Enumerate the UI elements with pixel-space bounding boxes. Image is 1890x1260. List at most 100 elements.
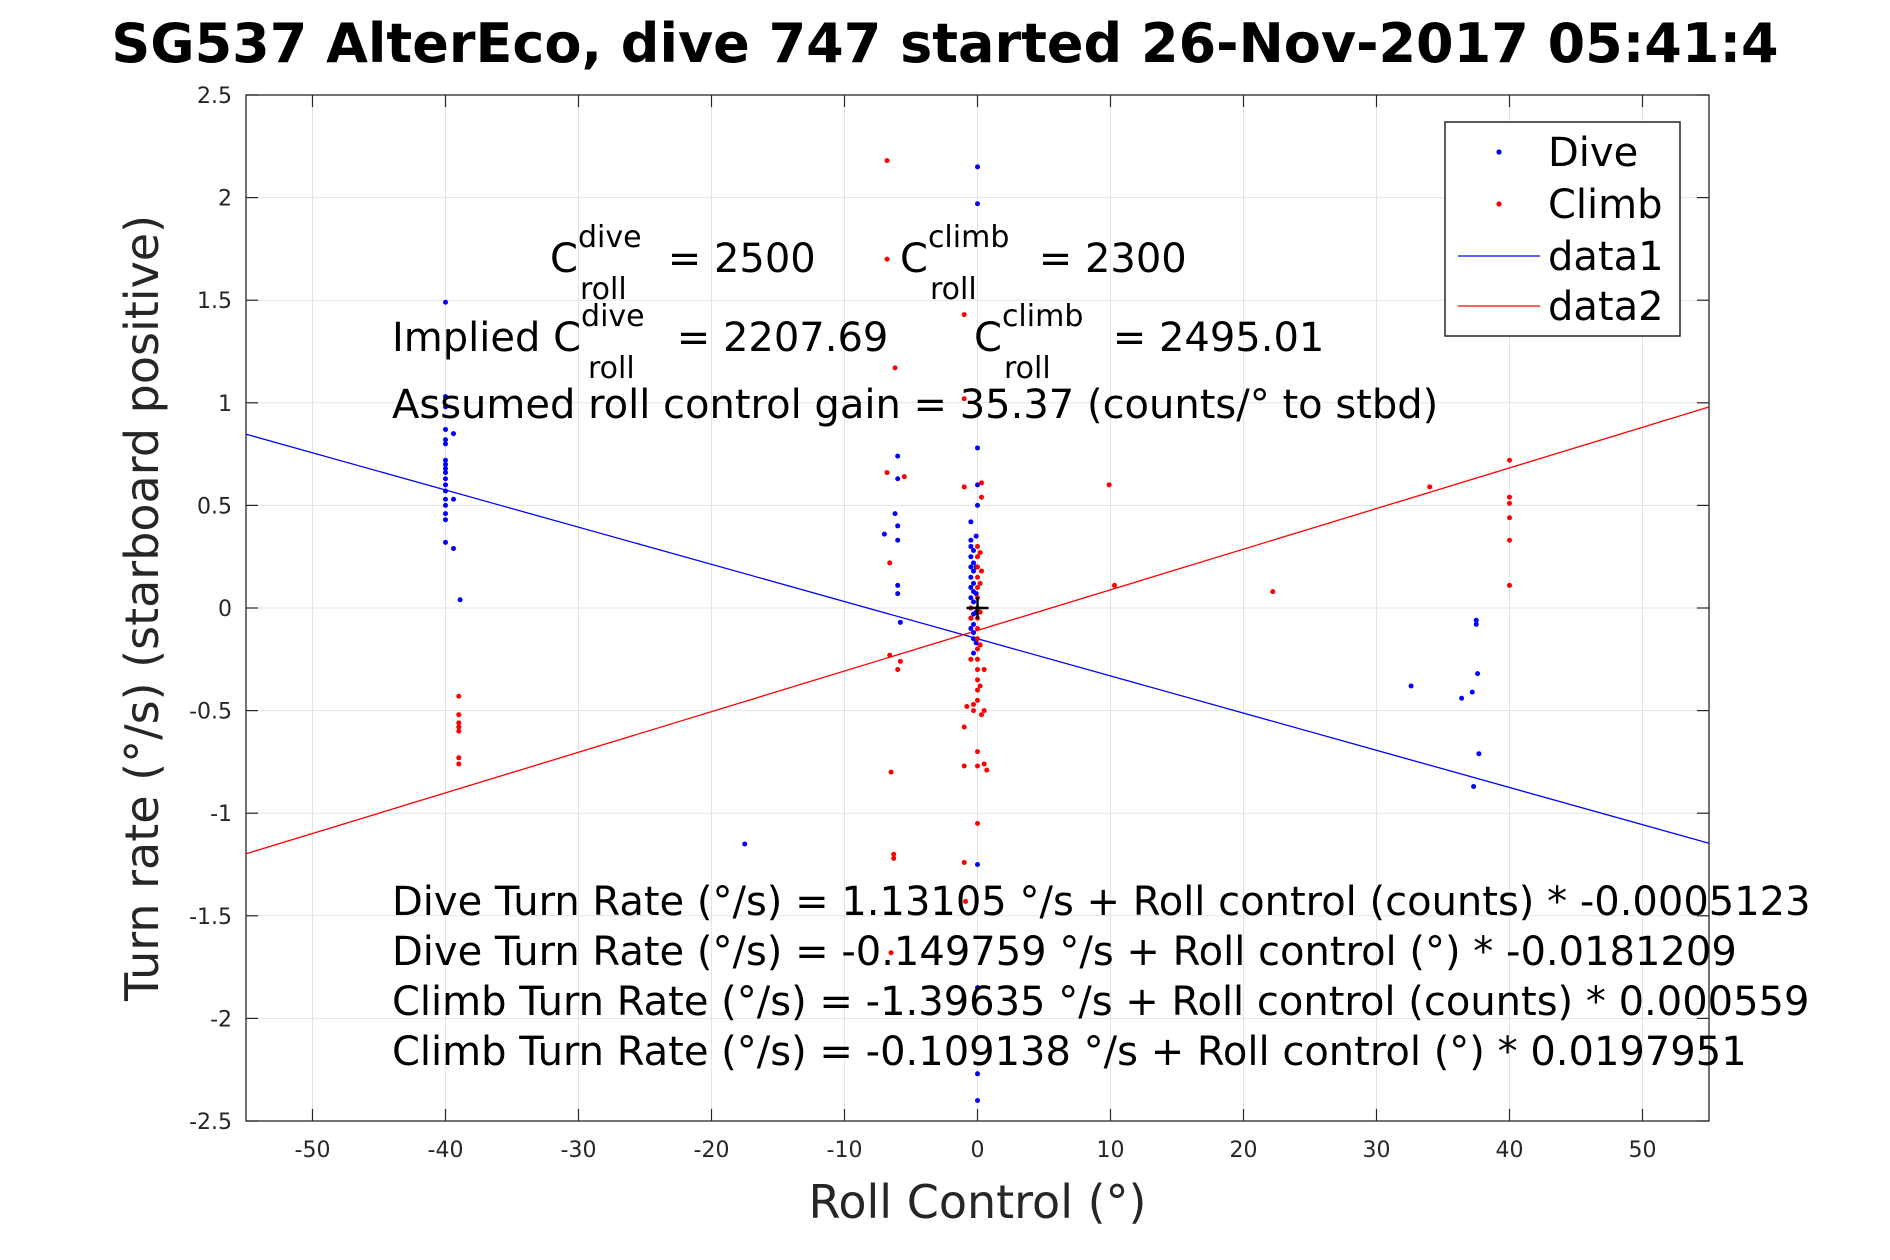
climb-point [961,484,967,490]
x-tick-label: -30 [561,1138,597,1163]
climb-point [961,763,967,769]
climb-point [456,761,462,767]
c-climb-annotation: Cclimb roll = 2300 [900,220,1187,307]
dive-point [1473,621,1479,627]
climb-point [1111,582,1117,588]
dive-point [968,595,974,601]
legend-climb-label: Climb [1548,182,1663,228]
dive-point [973,533,979,539]
implied-dive-annotation: Implied Cdive roll = 2207.69 [392,299,888,386]
climb-point [1507,537,1512,543]
climb-point [981,761,987,767]
climb-point [977,683,983,689]
x-axis-label: Roll Control (°) [808,1175,1146,1229]
dive-point [895,476,901,482]
climb-point [978,568,984,574]
dive-point [968,519,974,525]
climb-point [978,494,984,500]
dive-point [973,640,979,646]
dive-point [971,568,977,574]
dive-point [742,841,748,847]
climb-point [897,658,903,664]
dive-point [971,599,977,605]
climb-point [891,851,897,857]
climb-point [975,697,980,703]
climb-point [887,560,893,566]
climb-point [961,859,967,865]
climb-point [975,763,980,769]
dive-point [443,461,448,467]
dive-point [1459,695,1465,701]
climb-point [975,584,980,590]
climb-point [975,636,980,642]
y-tick-label: 1 [218,392,232,417]
dive-point [450,496,456,502]
dive-point [968,543,974,549]
x-tick-label: -20 [694,1138,730,1163]
legend-box [1444,121,1681,337]
origin-marker-group [966,597,989,619]
climb-point [977,609,983,615]
y-tick-label: -1 [210,802,232,827]
dive-point [443,457,448,463]
dive-point [895,523,901,529]
climb-point [1427,484,1433,490]
gain-annotation: Assumed roll control gain = 35.37 (count… [392,382,1438,428]
climb-point [975,656,980,662]
climb-point [456,712,462,718]
climb-point [1507,500,1512,506]
legend-climb-marker [1496,201,1502,207]
climb-point [1507,515,1512,521]
climb-point [961,396,967,402]
climb-point [1507,494,1512,500]
climb-point [961,312,967,318]
climb-point [456,693,462,699]
y-tick-label: 0 [218,597,232,622]
climb-point [981,667,987,673]
legend: Dive Climb data1 data2 [1444,121,1681,337]
dive-point [971,580,977,586]
legend-dive-label: Dive [1548,130,1638,176]
dive-point [443,470,448,476]
climb-point [975,543,980,549]
dive-point [443,404,448,410]
climb-point [884,158,890,164]
climb-point [975,749,980,755]
chart-title: SG537 AlterEco, dive 747 started 26-Nov-… [111,12,1778,75]
climb-point [975,574,980,580]
axes [245,94,1710,1122]
dive-point [971,560,977,566]
x-tick-label: 50 [1629,1138,1657,1163]
dive-point [443,517,448,523]
climb-point [968,656,974,662]
dive-point [968,537,974,543]
dive-point [1471,784,1477,790]
y-axis-label: Turn rate (°/s) (starboard positive) [115,215,169,1002]
climb-point [978,712,984,718]
dive-point [968,564,974,570]
y-tick-label: -0.5 [189,700,232,725]
y-tick-label: -1.5 [189,905,232,930]
x-tick-label: 30 [1363,1138,1391,1163]
dive-point [443,511,448,517]
climb-point [977,642,983,648]
climb-point [901,474,907,480]
x-tick-label: -50 [295,1138,331,1163]
dive-point [975,502,980,508]
tick-labels: -50 -40 -30 -20 -10 0 10 20 30 40 50-2.5-2-1.5-1-0… [189,84,1656,1163]
climb-point [975,820,980,826]
x-tick-label: -10 [827,1138,863,1163]
fit-equation-3: Climb Turn Rate (°/s) = -1.39635 °/s + R… [392,979,1809,1025]
dive-point [881,531,887,537]
climb-point [895,667,901,673]
climb-point [964,703,970,709]
climb-point [971,708,977,714]
climb-point [961,724,967,730]
y-tick-label: 1.5 [197,289,232,314]
climb-point [892,365,898,371]
dive-point [895,453,901,459]
dive-point [443,496,448,502]
fit-equation-2: Dive Turn Rate (°/s) = -0.149759 °/s + R… [392,929,1737,975]
dive-point [971,630,977,636]
